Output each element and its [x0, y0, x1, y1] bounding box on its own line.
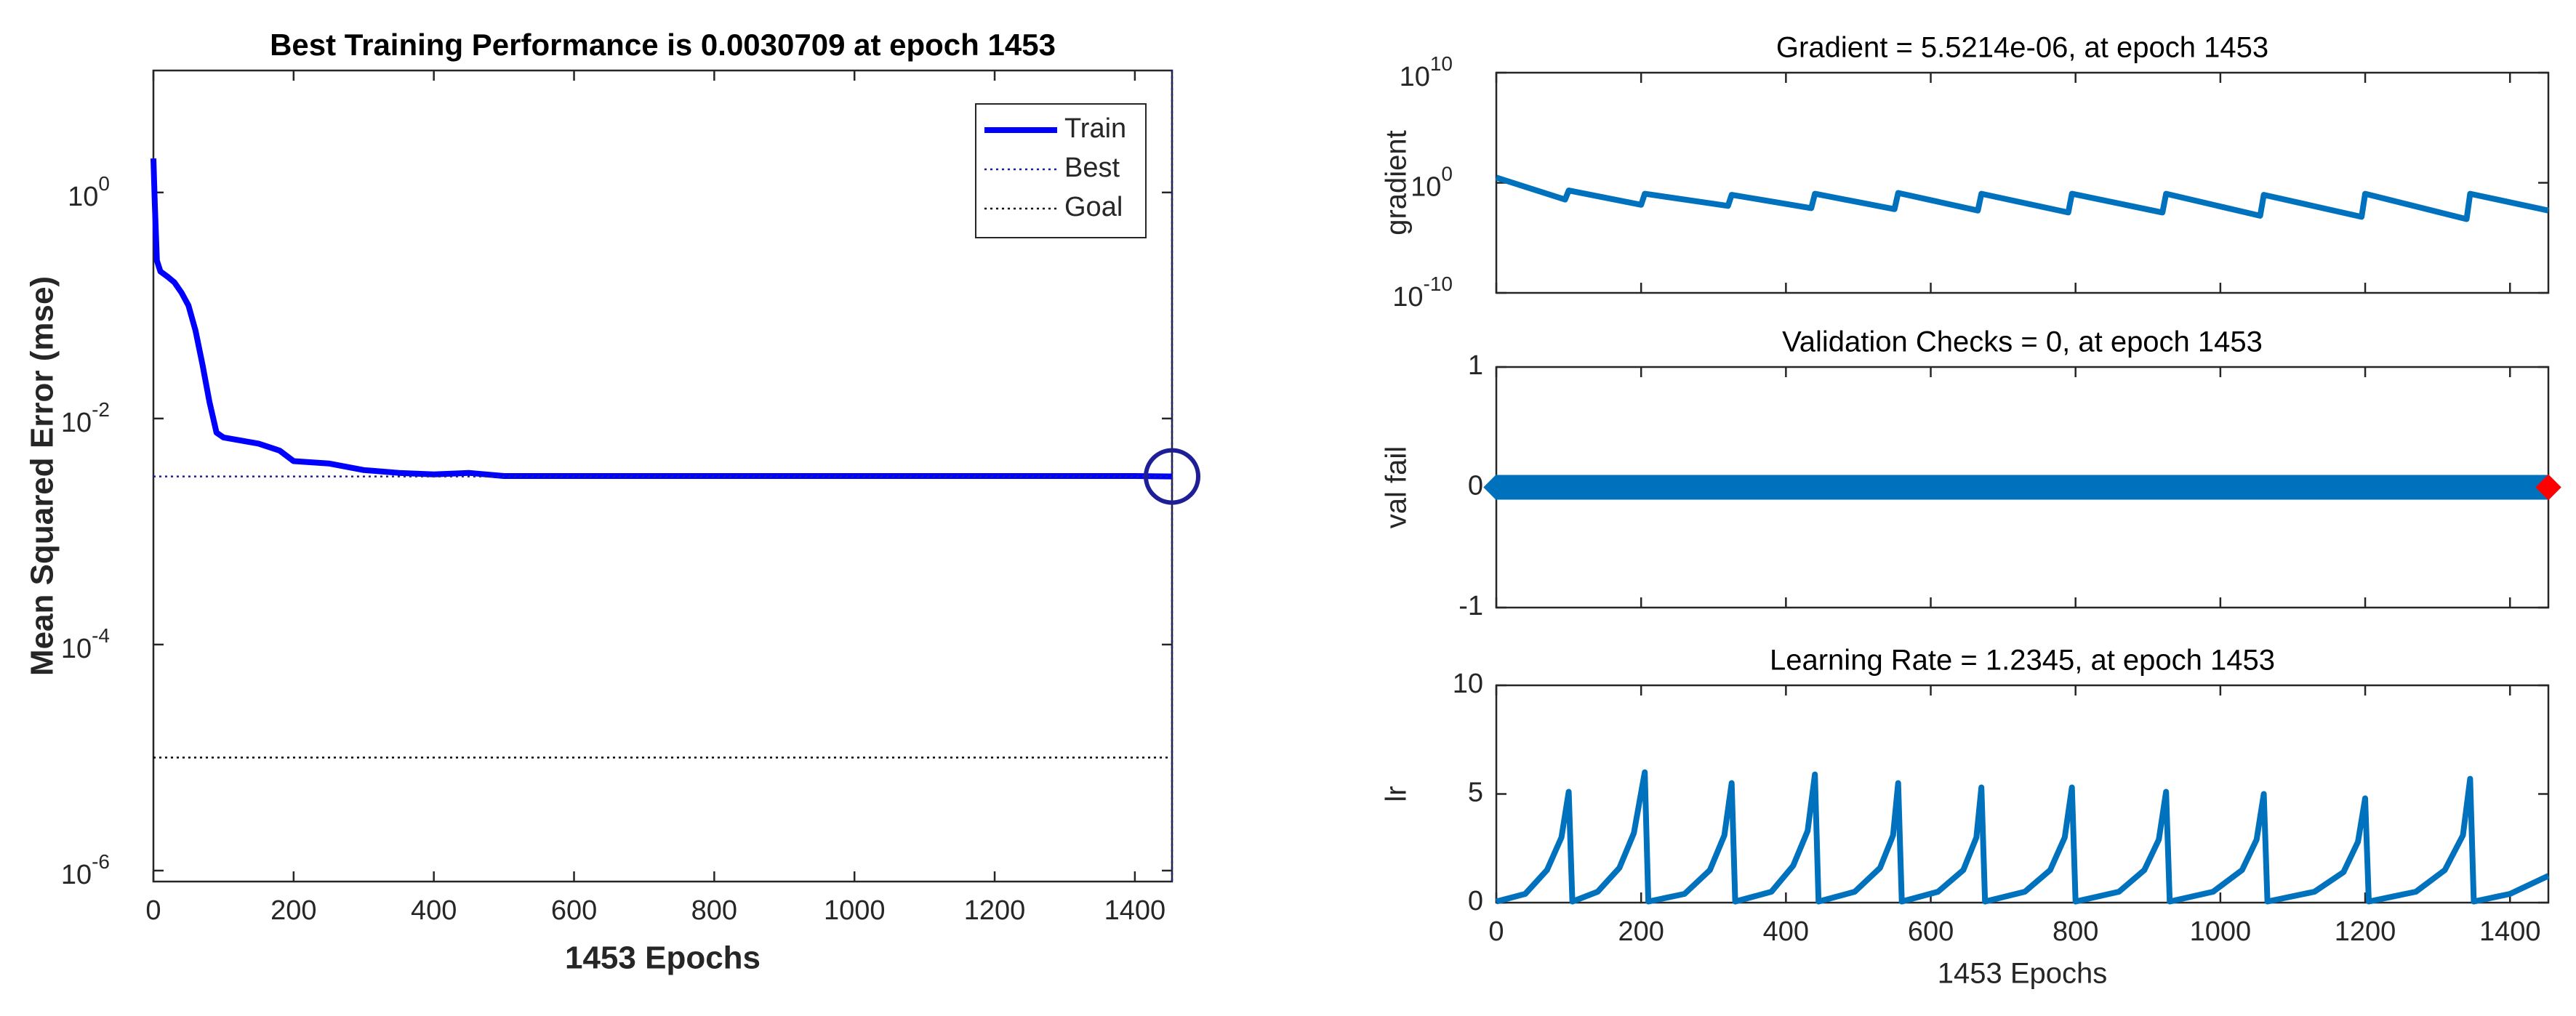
tick-exponent: 10: [1430, 52, 1453, 75]
y-tick-label: 10-6: [61, 850, 110, 890]
x-tick-label: 800: [2053, 916, 2098, 947]
y-tick-label: 0: [1468, 886, 1483, 916]
y-tick-label: 10-4: [61, 624, 110, 664]
tick-exponent: 0: [98, 172, 110, 195]
x-tick-label: 200: [270, 895, 316, 926]
chart-title: Gradient = 5.5214e-06, at epoch 1453: [1776, 32, 2268, 64]
y-tick-label: 0: [1468, 471, 1483, 501]
y-tick-label: 10-10: [1392, 273, 1453, 313]
x-tick-label: 1400: [1104, 895, 1166, 926]
axes-frame: [1495, 684, 2550, 904]
legend-label: Best: [1064, 153, 1120, 183]
y-tick-label: 10: [1453, 669, 1483, 699]
x-tick-label: 0: [1488, 916, 1504, 947]
x-tick-label: 1000: [824, 895, 886, 926]
tick-exponent: -2: [92, 398, 110, 421]
y-axis-label: Mean Squared Error (mse): [25, 276, 60, 676]
series-line: [1495, 174, 2549, 222]
x-tick-label: 800: [691, 895, 737, 926]
y-tick-label: 10-2: [61, 398, 110, 438]
x-tick-label: 600: [1908, 916, 1954, 947]
axes-frame: [1495, 71, 2550, 294]
x-tick-label: 1200: [2335, 916, 2396, 947]
y-tick-label: 1: [1468, 350, 1483, 381]
y-axis-label: gradient: [1381, 130, 1413, 235]
x-tick-label: 400: [1763, 916, 1809, 947]
tick-base: 10: [1392, 282, 1423, 313]
y-tick-label: 100: [1411, 163, 1453, 203]
x-tick-label: 600: [551, 895, 597, 926]
tick-base: 10: [61, 634, 92, 664]
tick-exponent: -10: [1424, 273, 1453, 295]
diamond-marker: [2535, 474, 2561, 501]
legend-label: Goal: [1064, 192, 1123, 222]
legend-label: Train: [1064, 113, 1126, 144]
x-tick-label: 400: [411, 895, 457, 926]
tick-base: 10: [68, 182, 98, 212]
x-tick-label: 0: [145, 895, 161, 926]
x-axis-label: 1453 Epochs: [1938, 958, 2108, 990]
chart-title: Validation Checks = 0, at epoch 1453: [1782, 326, 2263, 358]
tick-base: 10: [1411, 172, 1441, 203]
legend-box: [975, 103, 1147, 238]
x-axis-label: 1453 Epochs: [565, 940, 761, 976]
tick-exponent: -4: [92, 624, 110, 647]
series-line: [1495, 769, 2550, 905]
y-axis-label: lr: [1381, 786, 1413, 802]
y-tick-label: 1010: [1400, 52, 1453, 92]
y-tick-label: 5: [1468, 778, 1483, 808]
tick-base: 10: [61, 860, 92, 890]
x-tick-label: 200: [1618, 916, 1664, 947]
diamond-marker: [1483, 474, 1509, 501]
tick-base: 10: [1400, 62, 1430, 92]
chart-title: Learning Rate = 1.2345, at epoch 1453: [1770, 645, 2275, 677]
x-tick-label: 1000: [2190, 916, 2252, 947]
tick-exponent: 0: [1441, 163, 1453, 185]
tick-exponent: -6: [92, 850, 110, 873]
tick-base: 10: [61, 408, 92, 438]
x-tick-label: 1200: [964, 895, 1026, 926]
y-tick-label: -1: [1458, 591, 1483, 621]
chart-title: Best Training Performance is 0.0030709 a…: [270, 28, 1056, 62]
x-tick-label: 1400: [2479, 916, 2541, 947]
y-axis-label: val fail: [1381, 446, 1413, 528]
y-tick-label: 100: [68, 172, 110, 212]
